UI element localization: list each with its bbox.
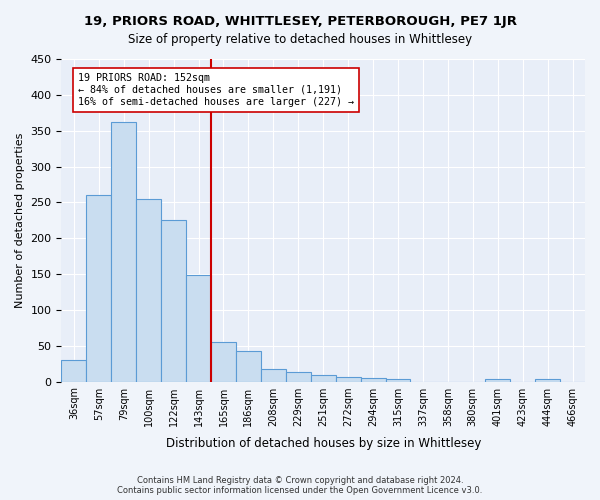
Bar — [136, 199, 161, 382]
Bar — [286, 372, 311, 382]
Bar — [335, 377, 361, 382]
Bar — [485, 380, 510, 382]
Bar — [161, 220, 186, 382]
Bar — [236, 350, 261, 382]
Bar — [386, 380, 410, 382]
Bar — [535, 380, 560, 382]
Y-axis label: Number of detached properties: Number of detached properties — [15, 132, 25, 308]
Text: 19 PRIORS ROAD: 152sqm
← 84% of detached houses are smaller (1,191)
16% of semi-: 19 PRIORS ROAD: 152sqm ← 84% of detached… — [79, 74, 355, 106]
Bar — [311, 375, 335, 382]
Bar — [111, 122, 136, 382]
Bar — [361, 378, 386, 382]
Bar — [86, 195, 111, 382]
Bar — [186, 276, 211, 382]
Text: Contains HM Land Registry data © Crown copyright and database right 2024.
Contai: Contains HM Land Registry data © Crown c… — [118, 476, 482, 495]
Bar — [211, 342, 236, 382]
X-axis label: Distribution of detached houses by size in Whittlesey: Distribution of detached houses by size … — [166, 437, 481, 450]
Text: Size of property relative to detached houses in Whittlesey: Size of property relative to detached ho… — [128, 32, 472, 46]
Bar — [261, 370, 286, 382]
Text: 19, PRIORS ROAD, WHITTLESEY, PETERBOROUGH, PE7 1JR: 19, PRIORS ROAD, WHITTLESEY, PETERBOROUG… — [83, 15, 517, 28]
Bar — [61, 360, 86, 382]
